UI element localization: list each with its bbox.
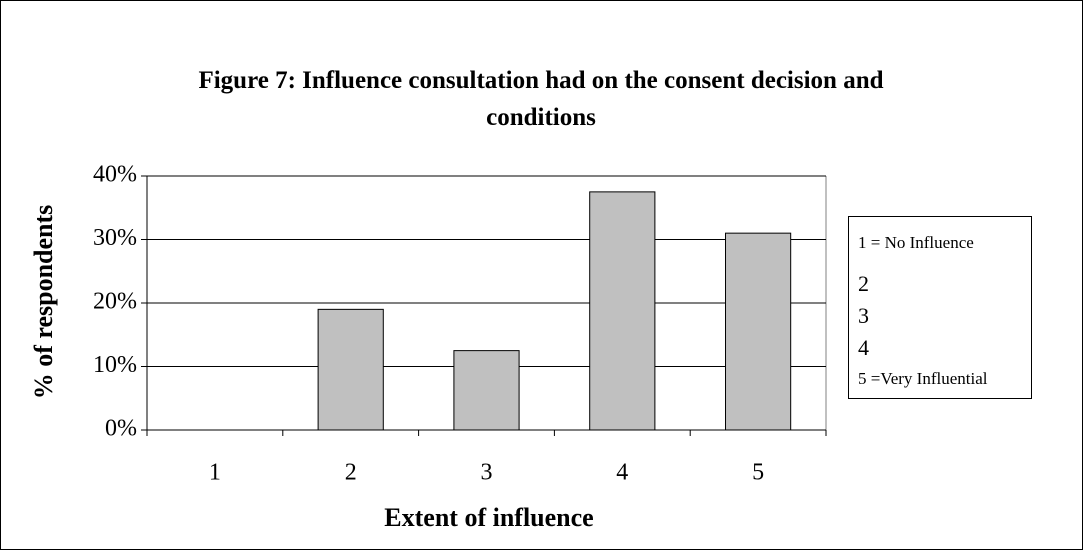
- x-tick-label: 1: [209, 460, 221, 486]
- x-tick-label: 5: [752, 460, 764, 486]
- x-tick-label: 3: [481, 460, 493, 486]
- bar: [453, 350, 520, 431]
- x-axis-label: Extent of influence: [384, 503, 593, 532]
- bar: [317, 308, 384, 431]
- y-tick-label: 40%: [93, 162, 137, 188]
- legend-entry: 2: [858, 271, 869, 296]
- legend-box: [848, 216, 1032, 399]
- bar: [589, 191, 656, 431]
- chart-title: Figure 7: Influence consultation had on …: [198, 67, 884, 131]
- y-tick-label: 30%: [93, 225, 137, 251]
- legend-entry: 4: [858, 335, 869, 360]
- legend-entry: 5 =Very Influential: [858, 369, 988, 388]
- y-tick-label: 20%: [93, 289, 137, 315]
- legend-entry: 3: [858, 303, 869, 328]
- y-tick-label: 10%: [93, 352, 137, 378]
- legend-entry: 1 = No Influence: [858, 233, 974, 252]
- x-tick-label: 2: [345, 460, 357, 486]
- x-tick-label: 4: [616, 460, 628, 486]
- y-axis-label: % of respondents: [29, 205, 58, 400]
- bar: [725, 232, 792, 431]
- y-tick-label: 0%: [105, 416, 137, 442]
